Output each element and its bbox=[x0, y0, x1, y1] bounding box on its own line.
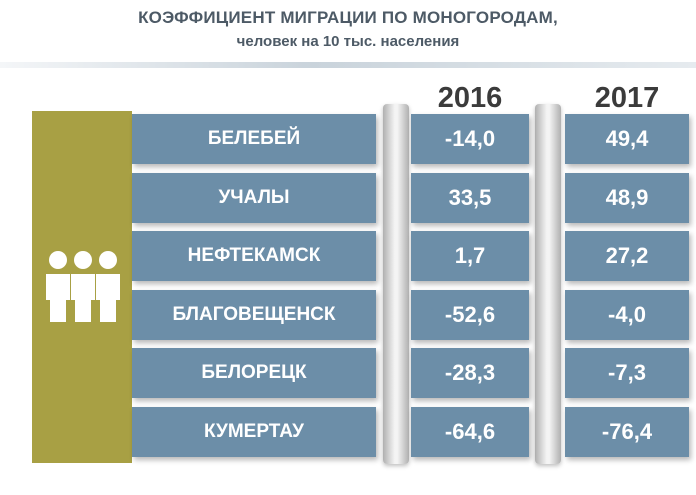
value-2017: 27,2 bbox=[565, 231, 689, 281]
value-2017: -4,0 bbox=[565, 290, 689, 340]
value-2017: 49,4 bbox=[565, 114, 689, 164]
column-separator-left bbox=[383, 104, 409, 464]
row-label-city: БЕЛОРЕЦК bbox=[132, 348, 376, 398]
people-group-icon bbox=[44, 250, 122, 324]
column-header-2016: 2016 bbox=[437, 82, 503, 114]
column-header-2017: 2017 bbox=[594, 82, 660, 114]
value-2016: 33,5 bbox=[411, 173, 529, 223]
row-label-city: НЕФТЕКАМСК bbox=[132, 231, 376, 281]
chart-subtitle: человек на 10 тыс. населения bbox=[236, 33, 460, 50]
value-2016: -14,0 bbox=[411, 114, 529, 164]
value-2017: -7,3 bbox=[565, 348, 689, 398]
column-separator-right bbox=[535, 104, 561, 464]
value-2016: -28,3 bbox=[411, 348, 529, 398]
row-label-city: УЧАЛЫ bbox=[132, 173, 376, 223]
value-2016: -52,6 bbox=[411, 290, 529, 340]
value-2017: -76,4 bbox=[565, 407, 689, 457]
row-label-city: БЕЛЕБЕЙ bbox=[132, 114, 376, 164]
value-2016: 1,7 bbox=[411, 231, 529, 281]
value-2017: 48,9 bbox=[565, 173, 689, 223]
chart-title: КОЭФФИЦИЕНТ МИГРАЦИИ ПО МОНОГОРОДАМ, bbox=[138, 8, 558, 27]
row-label-city: КУМЕРТАУ bbox=[132, 407, 376, 457]
title-divider bbox=[0, 62, 696, 68]
row-label-city: БЛАГОВЕЩЕНСК bbox=[132, 290, 376, 340]
value-2016: -64,6 bbox=[411, 407, 529, 457]
